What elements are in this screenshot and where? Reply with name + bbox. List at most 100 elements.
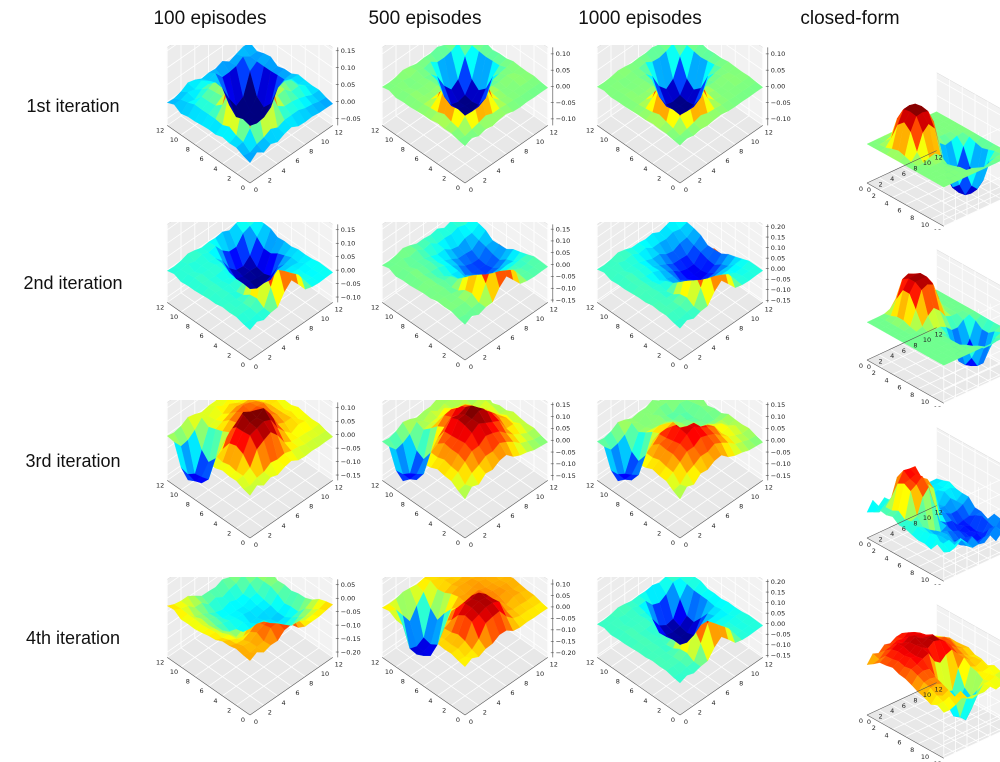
y-tick-label: 6 xyxy=(295,689,299,697)
y-tick-label: 6 xyxy=(510,334,514,342)
y-tick-label: 0 xyxy=(469,541,473,549)
y-tick-label: 10 xyxy=(536,670,544,678)
x-tick-label: 6 xyxy=(415,155,419,163)
y-tick-label: 6 xyxy=(902,170,906,178)
x-tick-label: 0 xyxy=(456,361,460,369)
y-tick-label: 10 xyxy=(536,493,544,501)
x-tick-label: 4 xyxy=(643,697,647,705)
surface-plot-svg: 0246810120246810120.100.050.00−0.05−0.10… xyxy=(785,577,1000,762)
y-tick-label: 4 xyxy=(497,167,501,175)
y-tick-label: 6 xyxy=(725,512,729,520)
z-tick-label: 0.10 xyxy=(771,244,785,252)
x-tick-label: 4 xyxy=(428,342,432,350)
y-tick-label: 4 xyxy=(712,522,716,530)
y-tick-label: 6 xyxy=(902,702,906,710)
x-tick-label: 2 xyxy=(657,706,661,714)
y-tick-label: 2 xyxy=(698,353,702,361)
y-tick-label: 8 xyxy=(913,519,917,527)
y-tick-label: 6 xyxy=(295,157,299,165)
x-tick-label: 2 xyxy=(442,529,446,537)
z-tick-label: 0.20 xyxy=(771,223,785,231)
x-tick-label: 12 xyxy=(156,658,164,666)
x-tick-label: 12 xyxy=(156,303,164,311)
y-tick-label: 12 xyxy=(335,660,343,668)
y-tick-label: 10 xyxy=(923,336,931,344)
y-tick-label: 10 xyxy=(321,315,329,323)
y-tick-label: 0 xyxy=(684,363,688,371)
z-tick-label: 0.00 xyxy=(771,265,785,273)
x-tick-label: 6 xyxy=(415,687,419,695)
y-tick-label: 2 xyxy=(268,531,272,539)
x-tick-label: 10 xyxy=(600,136,608,144)
y-tick-label: 2 xyxy=(268,353,272,361)
y-tick-label: 8 xyxy=(524,325,528,333)
y-tick-label: 6 xyxy=(510,512,514,520)
x-tick-label: 0 xyxy=(859,540,863,548)
y-tick-label: 2 xyxy=(879,358,883,366)
x-tick-label: 10 xyxy=(600,313,608,321)
x-tick-label: 12 xyxy=(371,126,379,134)
y-tick-label: 0 xyxy=(867,541,871,549)
y-tick-label: 10 xyxy=(751,315,759,323)
x-tick-label: 4 xyxy=(643,520,647,528)
x-tick-label: 2 xyxy=(872,369,876,377)
y-tick-label: 2 xyxy=(483,531,487,539)
x-tick-label: 0 xyxy=(671,184,675,192)
y-tick-label: 0 xyxy=(684,718,688,726)
y-tick-label: 8 xyxy=(913,341,917,349)
row-title: 4th iteration xyxy=(4,628,142,649)
y-tick-label: 10 xyxy=(321,493,329,501)
y-tick-label: 6 xyxy=(510,689,514,697)
x-tick-label: 6 xyxy=(897,207,901,215)
x-tick-label: 2 xyxy=(442,351,446,359)
y-tick-label: 4 xyxy=(282,699,286,707)
x-tick-label: 6 xyxy=(630,687,634,695)
y-tick-label: 6 xyxy=(902,525,906,533)
x-tick-label: 0 xyxy=(241,361,245,369)
x-tick-label: 2 xyxy=(872,724,876,732)
y-tick-label: 0 xyxy=(254,718,258,726)
x-tick-label: 2 xyxy=(442,706,446,714)
row-title: 2nd iteration xyxy=(4,273,142,294)
x-tick-label: 4 xyxy=(885,554,889,562)
y-tick-label: 2 xyxy=(879,181,883,189)
x-tick-label: 10 xyxy=(170,491,178,499)
surface-plot-svg: 0246810120246810120.050.00−0.05−0.10−0.1… xyxy=(138,577,363,762)
surface-plot-svg: 0246810120246810120.150.100.050.00−0.05−… xyxy=(353,222,578,407)
surface-plot-2-4: 0246810120246810120.150.100.050.00−0.05−… xyxy=(785,222,1000,407)
x-tick-label: 8 xyxy=(401,501,405,509)
x-tick-label: 2 xyxy=(227,529,231,537)
z-tick-label: 0.05 xyxy=(771,609,785,617)
x-tick-label: 2 xyxy=(442,174,446,182)
x-tick-label: 10 xyxy=(170,136,178,144)
surface-plot-4-4: 0246810120246810120.100.050.00−0.05−0.10… xyxy=(785,577,1000,762)
y-tick-label: 8 xyxy=(524,503,528,511)
x-tick-label: 8 xyxy=(910,391,914,399)
y-tick-label: 4 xyxy=(890,352,894,360)
y-tick-label: 8 xyxy=(309,148,313,156)
y-tick-label: 6 xyxy=(295,512,299,520)
x-tick-label: 0 xyxy=(241,539,245,547)
x-tick-label: 0 xyxy=(859,717,863,725)
x-tick-label: 12 xyxy=(371,658,379,666)
z-tick-label: 0.10 xyxy=(771,413,785,421)
y-tick-label: 6 xyxy=(725,334,729,342)
y-tick-label: 4 xyxy=(282,344,286,352)
y-tick-label: 4 xyxy=(890,707,894,715)
y-tick-label: 0 xyxy=(254,363,258,371)
x-tick-label: 10 xyxy=(385,136,393,144)
x-tick-label: 0 xyxy=(859,362,863,370)
y-tick-label: 8 xyxy=(739,680,743,688)
x-tick-label: 6 xyxy=(200,155,204,163)
x-tick-label: 6 xyxy=(897,739,901,747)
column-title: 1000 episodes xyxy=(535,8,745,30)
x-tick-label: 2 xyxy=(872,192,876,200)
x-tick-label: 4 xyxy=(643,165,647,173)
